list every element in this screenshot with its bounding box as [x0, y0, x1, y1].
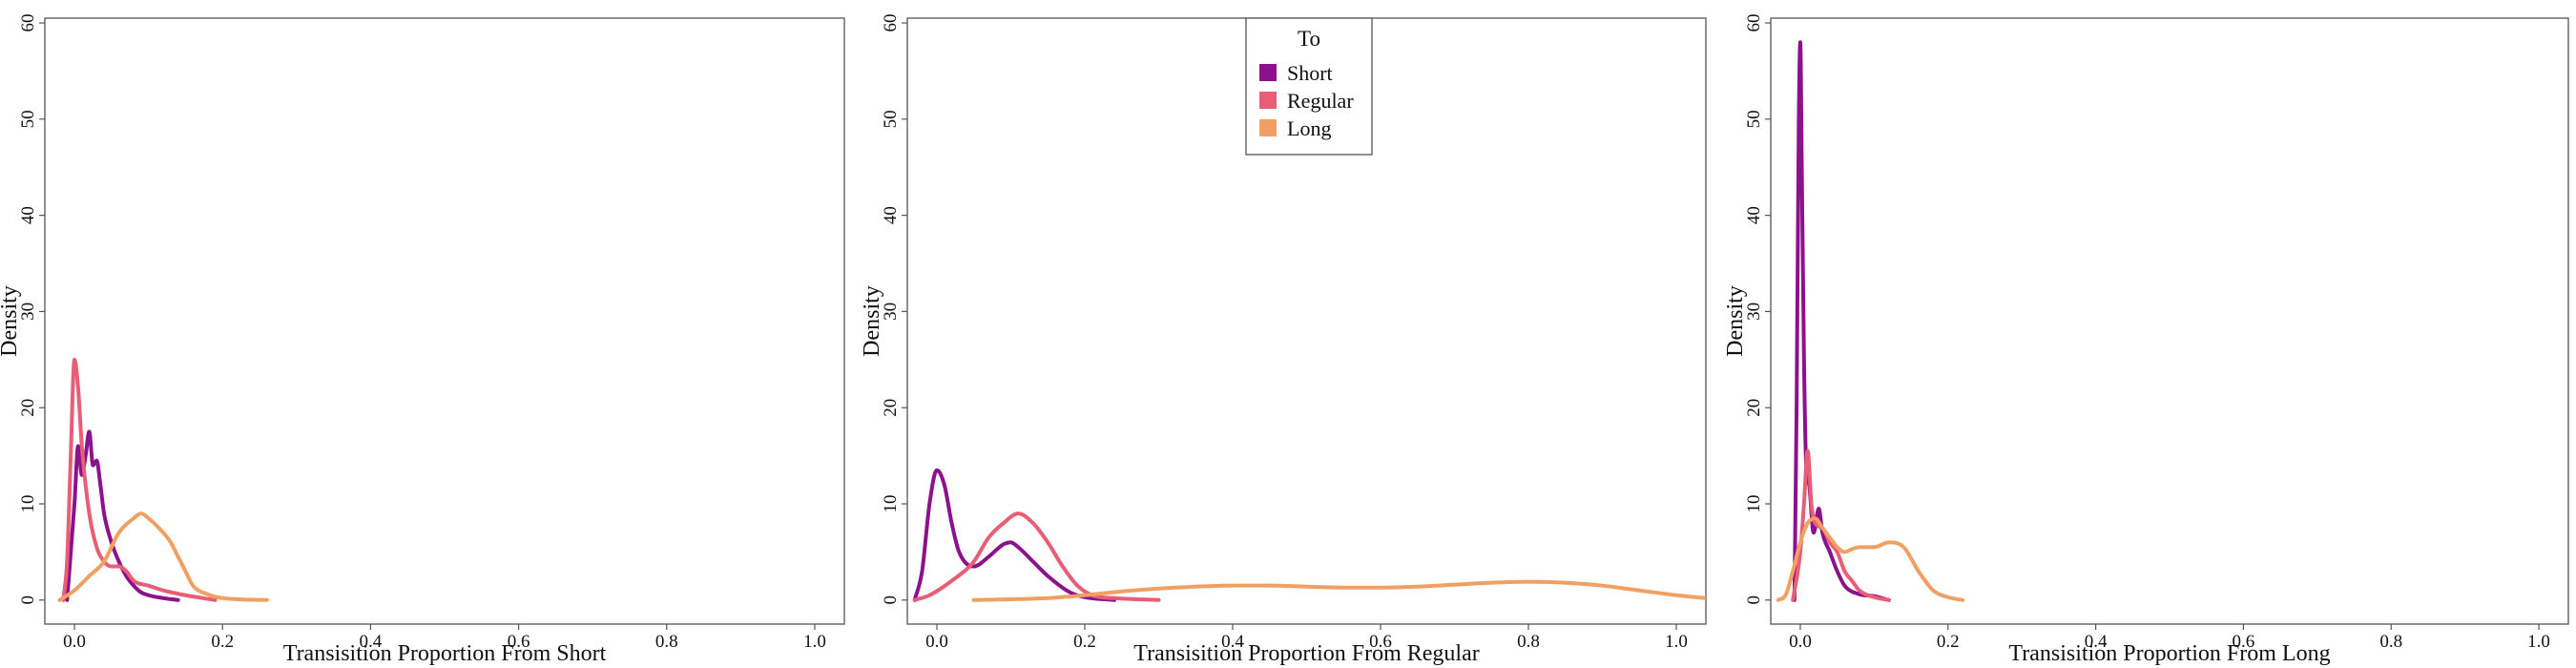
- y-axis-title: Density: [860, 285, 884, 357]
- chart-panel-3: 0.0 0.2 0.4 0.6 0.8 1.0 0 10 20 30 40 50 60 Transisit…: [1723, 14, 2569, 666]
- x-axis-title: Transisition Proportion From Short: [283, 641, 607, 666]
- legend-label-long: Long: [1287, 116, 1331, 140]
- y-tick-label: 10: [881, 495, 901, 513]
- x-tick-label: 1.0: [803, 632, 826, 652]
- legend-title: To: [1298, 27, 1320, 51]
- x-tick-label: 0.8: [1517, 632, 1540, 652]
- y-tick-label: 60: [1744, 14, 1764, 32]
- y-tick-label: 0: [881, 595, 901, 605]
- legend-label-regular: Regular: [1287, 89, 1354, 113]
- x-tick-label: 0.4: [360, 632, 383, 652]
- density-curve-long: [971, 579, 1706, 602]
- y-tick-label: 0: [18, 595, 38, 605]
- density-curve-regular: [61, 357, 218, 602]
- legend-label-short: Short: [1287, 61, 1333, 85]
- legend: To Short Regular Long: [1245, 17, 1373, 156]
- legend-swatch-regular: [1259, 92, 1277, 109]
- y-tick-label: 10: [18, 495, 38, 513]
- x-tick-label: 0.0: [925, 632, 948, 652]
- x-tick-label: 1.0: [2527, 632, 2550, 652]
- y-tick-label: 0: [1744, 595, 1764, 605]
- y-tick-label: 30: [18, 303, 38, 321]
- y-tick-label: 30: [881, 303, 901, 321]
- legend-swatch-long: [1259, 119, 1277, 136]
- x-tick-label: 0.8: [655, 632, 678, 652]
- x-tick-label: 0.4: [1221, 632, 1244, 652]
- plot-frame: [1770, 17, 2569, 625]
- legend-swatch-short: [1259, 64, 1277, 81]
- y-tick-label: 50: [881, 110, 901, 128]
- y-tick-label: 60: [881, 14, 901, 32]
- y-axis-title: Density: [0, 285, 22, 357]
- x-tick-label: 0.2: [211, 632, 234, 652]
- x-tick-label: 0.8: [2379, 632, 2402, 652]
- x-tick-label: 0.2: [1937, 632, 1960, 652]
- x-tick-label: 0.2: [1073, 632, 1096, 652]
- y-tick-label: 20: [18, 399, 38, 417]
- y-tick-label: 10: [1744, 495, 1764, 513]
- x-axis-title: Transisition Proportion From Long: [2008, 641, 2330, 666]
- y-tick-label: 40: [881, 206, 901, 224]
- y-tick-label: 60: [18, 14, 38, 32]
- x-tick-label: 1.0: [1665, 632, 1688, 652]
- y-tick-label: 50: [1744, 110, 1764, 128]
- plot-frame: [44, 17, 845, 625]
- chart-panel-1: 0.0 0.2 0.4 0.6 0.8 1.0 0 10 20 30 40 50 60 Transisit…: [0, 14, 845, 666]
- chart-panel-2: 0.0 0.2 0.4 0.6 0.8 1.0 0 10 20 30 40 50 60 Transisit…: [860, 14, 1707, 666]
- density-curve-short: [912, 468, 1116, 602]
- x-tick-label: 0.6: [1369, 632, 1392, 652]
- density-curve-short: [1792, 40, 1891, 602]
- x-tick-label: 0.0: [1789, 632, 1812, 652]
- x-tick-label: 0.6: [2233, 632, 2255, 652]
- y-tick-label: 30: [1744, 303, 1764, 321]
- x-tick-label: 0.0: [63, 632, 86, 652]
- density-curve-short: [65, 429, 180, 602]
- x-axis-title: Transisition Proportion From Regular: [1133, 641, 1479, 666]
- y-tick-label: 40: [1744, 206, 1764, 224]
- density-curve-long: [57, 511, 269, 602]
- y-tick-label: 40: [18, 206, 38, 224]
- y-tick-label: 50: [18, 110, 38, 128]
- y-tick-label: 20: [881, 399, 901, 417]
- x-tick-label: 0.6: [508, 632, 530, 652]
- density-curve-long: [1776, 516, 1965, 602]
- y-axis-title: Density: [1723, 285, 1748, 357]
- y-tick-label: 20: [1744, 399, 1764, 417]
- x-tick-label: 0.4: [2085, 632, 2108, 652]
